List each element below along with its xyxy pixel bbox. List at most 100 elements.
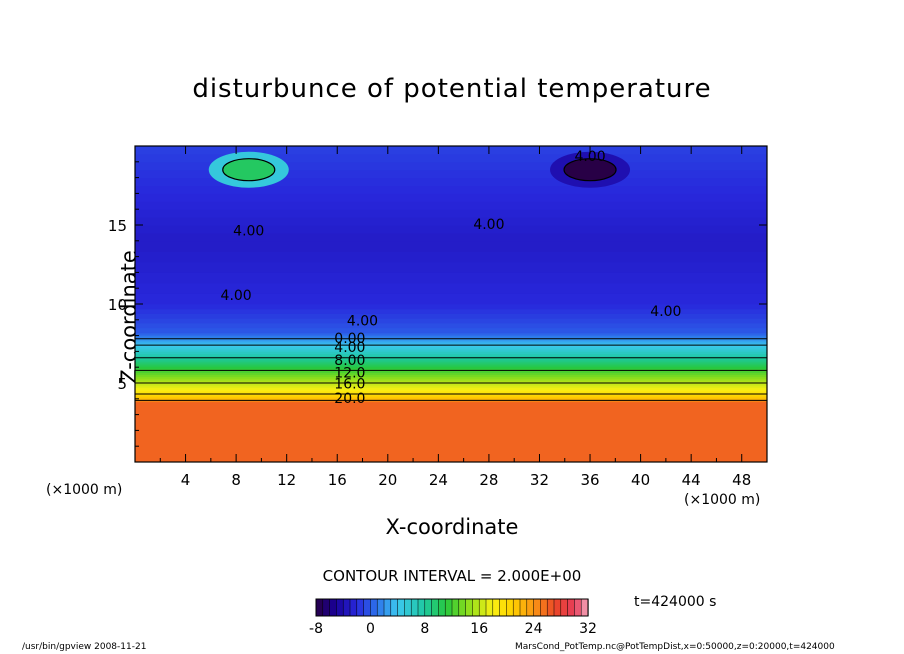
contour-label: 0.00 bbox=[334, 331, 365, 347]
colorbar-cell bbox=[410, 598, 419, 617]
colorbar-cell bbox=[540, 598, 548, 617]
field-band bbox=[135, 161, 767, 171]
colorbar-cell bbox=[485, 598, 494, 617]
x-axis-label: X-coordinate bbox=[385, 515, 519, 539]
contour-label: 4.00 bbox=[334, 340, 365, 356]
field-band bbox=[135, 372, 767, 376]
colorbar-cell bbox=[574, 598, 582, 617]
footer-left: /usr/bin/gpview 2008-11-21 bbox=[22, 642, 147, 652]
field-band bbox=[135, 209, 767, 218]
field-band bbox=[135, 374, 767, 378]
field-band bbox=[135, 359, 767, 363]
field-band bbox=[135, 394, 767, 397]
field-band bbox=[135, 421, 767, 433]
colorbar-cell bbox=[356, 598, 365, 617]
colorbar-frame bbox=[315, 598, 589, 617]
field-band bbox=[135, 451, 767, 463]
x-tick-label: 44 bbox=[682, 471, 701, 489]
field-band bbox=[135, 395, 767, 398]
time-label: t=424000 s bbox=[634, 594, 717, 610]
field-band bbox=[135, 366, 767, 369]
contour-label: 4.00 bbox=[473, 217, 504, 233]
warm-anomaly-core bbox=[222, 158, 276, 182]
field-band bbox=[135, 401, 767, 403]
contour-label: 12.0 bbox=[334, 366, 365, 382]
x-tick-label: 40 bbox=[631, 471, 650, 489]
field-band bbox=[135, 441, 767, 453]
x-tick-label: 36 bbox=[580, 471, 599, 489]
x-unit-label-right: (×1000 m) bbox=[684, 492, 761, 508]
cold-anomaly-outer bbox=[550, 151, 631, 188]
x-tick-label: 16 bbox=[328, 471, 347, 489]
field-band bbox=[135, 349, 767, 352]
chart-title: disturbunce of potential temperature bbox=[192, 74, 712, 104]
field-band bbox=[135, 383, 767, 386]
field-band bbox=[135, 370, 767, 373]
colorbar-cell bbox=[567, 598, 576, 617]
field-band bbox=[135, 411, 767, 423]
colorbar-tick-label: 0 bbox=[366, 621, 375, 637]
colorbar-cell bbox=[499, 598, 508, 617]
field-band bbox=[135, 282, 767, 294]
colorbar-cell bbox=[424, 598, 433, 617]
contour-label: 4.00 bbox=[221, 288, 252, 304]
field-band bbox=[135, 193, 767, 202]
colorbar-cell bbox=[533, 598, 542, 617]
field-band bbox=[135, 318, 767, 324]
contour-label: 4.00 bbox=[650, 304, 681, 320]
colorbar-cell bbox=[492, 598, 501, 617]
field-band bbox=[135, 185, 767, 194]
field-band bbox=[135, 322, 767, 329]
x-tick-label: 20 bbox=[378, 471, 397, 489]
colorbar-cell bbox=[363, 598, 372, 617]
colorbar-cell bbox=[560, 598, 569, 617]
colorbar-cell bbox=[526, 598, 535, 617]
x-tick-label: 12 bbox=[277, 471, 296, 489]
colorbar-cell bbox=[478, 598, 487, 617]
contour-label-layer: 4.004.00 4.004.004.004.000.004.008.0012.0… bbox=[221, 149, 682, 407]
colorbar-cell bbox=[329, 598, 338, 617]
field-band bbox=[135, 345, 767, 348]
colorbar-cell bbox=[349, 598, 358, 617]
field-band bbox=[135, 261, 767, 273]
colorbar-cell bbox=[322, 598, 331, 617]
field-band bbox=[135, 251, 767, 263]
field-band bbox=[135, 177, 767, 186]
colorbar-cell bbox=[336, 598, 344, 617]
field-band bbox=[135, 401, 767, 413]
field-band bbox=[135, 332, 767, 335]
colorbar-cell bbox=[376, 598, 385, 617]
colorbar-cell bbox=[451, 598, 460, 617]
field-band bbox=[135, 355, 767, 359]
field-band bbox=[135, 385, 767, 388]
field-band bbox=[135, 308, 767, 314]
field-band bbox=[135, 293, 767, 305]
colorbar-tick-label: 24 bbox=[525, 621, 543, 637]
field-band bbox=[135, 376, 767, 380]
field-band bbox=[135, 338, 767, 341]
field-band bbox=[135, 387, 767, 390]
field-band bbox=[135, 146, 767, 155]
field-band bbox=[135, 348, 767, 351]
cold-anomaly-core bbox=[563, 158, 617, 182]
field-band bbox=[135, 368, 767, 371]
x-tick-label: 28 bbox=[479, 471, 498, 489]
field-band bbox=[135, 361, 767, 365]
field-band bbox=[135, 225, 767, 234]
y-tick-label: 15 bbox=[108, 217, 127, 235]
x-tick-label: 4 bbox=[181, 471, 191, 489]
colorbar-cell bbox=[438, 598, 446, 617]
contour-label: 4.00 bbox=[347, 313, 378, 329]
x-tick-label: 24 bbox=[429, 471, 448, 489]
anomaly-layer bbox=[208, 151, 631, 188]
field-band bbox=[135, 335, 767, 338]
contour-interval-label: CONTOUR INTERVAL = 2.000E+00 bbox=[322, 567, 582, 585]
colorbar-cell bbox=[553, 598, 562, 617]
colorbar-tick-label: 8 bbox=[420, 621, 429, 637]
field-band bbox=[135, 390, 767, 393]
field-band bbox=[135, 240, 767, 252]
colorbar-cell bbox=[458, 598, 467, 617]
field-band bbox=[135, 272, 767, 284]
field-band bbox=[135, 343, 767, 346]
